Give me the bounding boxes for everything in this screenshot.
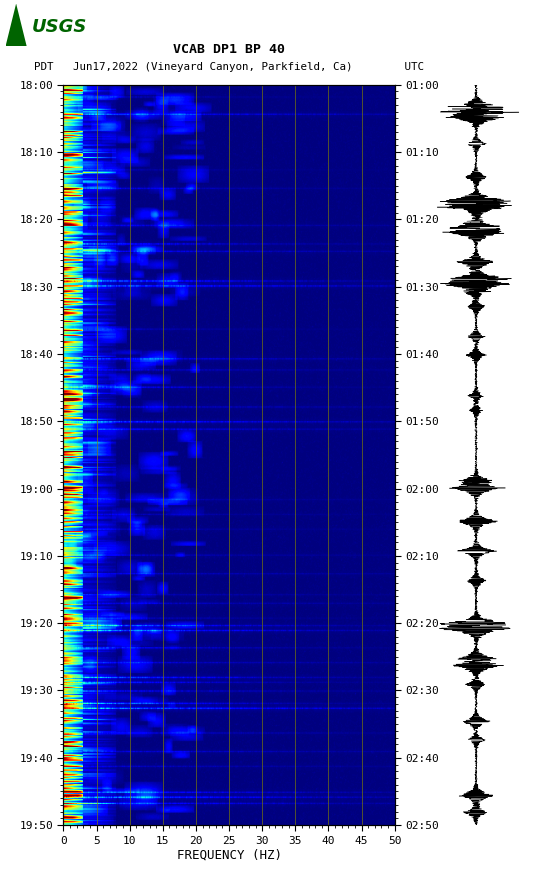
X-axis label: FREQUENCY (HZ): FREQUENCY (HZ) [177,848,282,862]
Text: VCAB DP1 BP 40: VCAB DP1 BP 40 [173,43,285,56]
Text: USGS: USGS [32,18,87,36]
Polygon shape [6,4,26,46]
Text: PDT   Jun17,2022 (Vineyard Canyon, Parkfield, Ca)        UTC: PDT Jun17,2022 (Vineyard Canyon, Parkfie… [34,62,424,72]
